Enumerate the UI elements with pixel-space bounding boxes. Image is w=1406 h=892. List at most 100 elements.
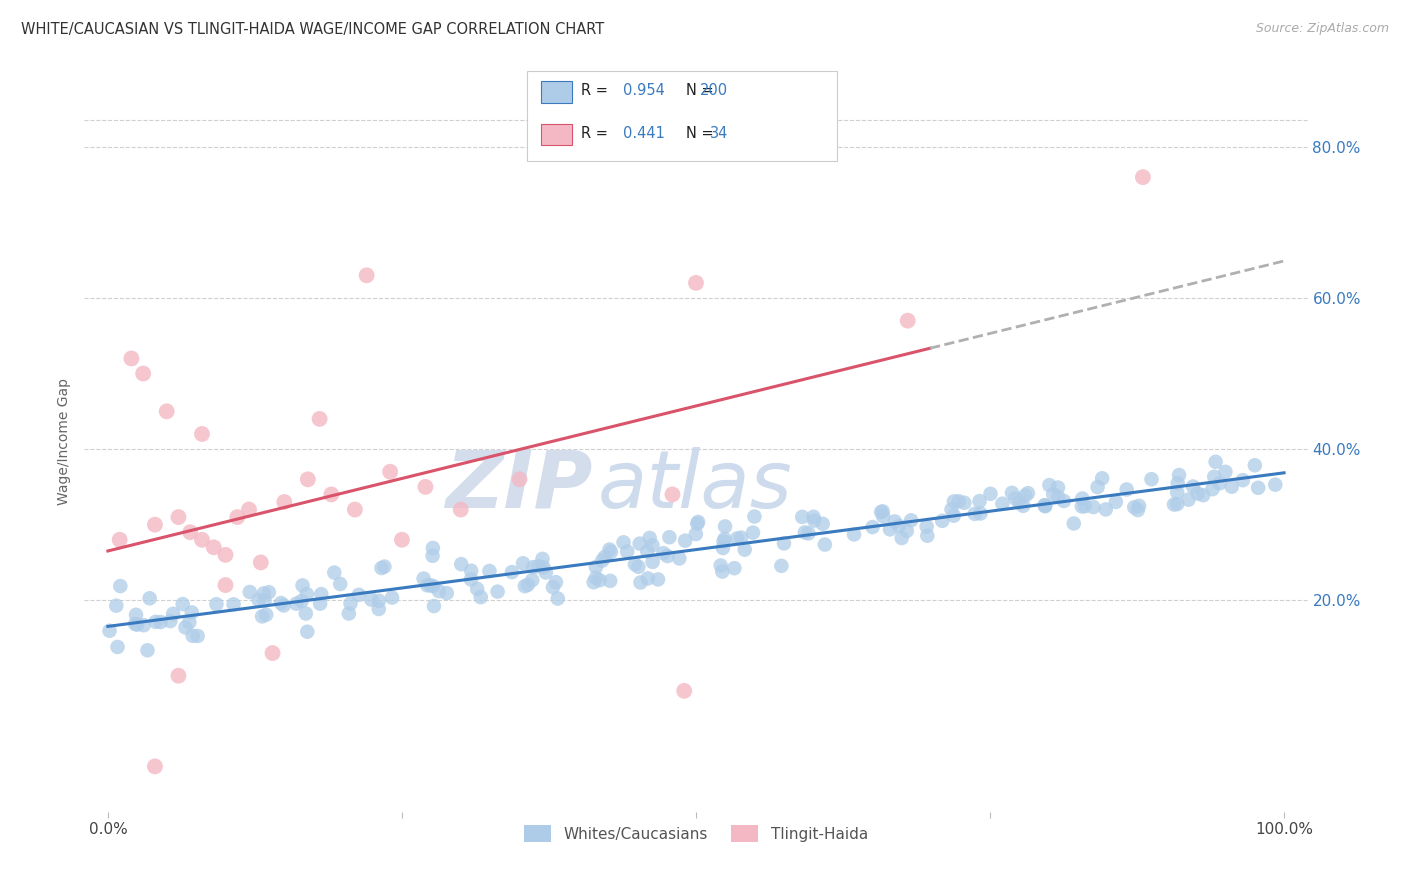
Point bbox=[422, 549, 444, 563]
Point bbox=[174, 620, 197, 634]
Point bbox=[661, 487, 683, 501]
Point bbox=[460, 564, 482, 578]
Point bbox=[512, 557, 534, 571]
Point bbox=[598, 542, 620, 557]
Point bbox=[725, 532, 748, 546]
Point bbox=[770, 558, 793, 573]
Text: ZIP: ZIP bbox=[444, 447, 592, 525]
Point bbox=[412, 572, 434, 586]
Point bbox=[969, 507, 991, 521]
Point bbox=[641, 538, 664, 552]
Point bbox=[685, 527, 707, 541]
Point bbox=[657, 549, 679, 563]
Point bbox=[1047, 481, 1070, 495]
Point bbox=[159, 614, 181, 628]
Point bbox=[811, 516, 834, 531]
Point bbox=[179, 615, 201, 630]
Point bbox=[685, 276, 707, 290]
Point bbox=[356, 268, 378, 283]
Point bbox=[963, 507, 986, 521]
Point bbox=[339, 597, 361, 611]
Point bbox=[450, 502, 472, 516]
Point bbox=[588, 573, 610, 587]
Point bbox=[897, 313, 920, 327]
Point bbox=[991, 497, 1014, 511]
Point bbox=[124, 617, 146, 632]
Point bbox=[516, 578, 538, 592]
Point bbox=[291, 594, 314, 608]
Point bbox=[214, 548, 236, 562]
Point bbox=[942, 508, 965, 523]
Point bbox=[599, 574, 621, 588]
Point bbox=[730, 531, 752, 545]
Point bbox=[1017, 486, 1039, 500]
Point bbox=[547, 591, 569, 606]
Point bbox=[1205, 455, 1227, 469]
Point bbox=[744, 509, 766, 524]
Point bbox=[1208, 476, 1230, 491]
Point bbox=[253, 594, 276, 608]
Point bbox=[792, 509, 814, 524]
Point bbox=[814, 538, 837, 552]
Point bbox=[509, 472, 531, 486]
Text: WHITE/CAUCASIAN VS TLINGIT-HAIDA WAGE/INCOME GAP CORRELATION CHART: WHITE/CAUCASIAN VS TLINGIT-HAIDA WAGE/IN… bbox=[21, 22, 605, 37]
Point bbox=[329, 577, 352, 591]
Point bbox=[1177, 492, 1199, 507]
Point bbox=[638, 531, 661, 545]
Point bbox=[367, 602, 389, 616]
Point bbox=[1094, 502, 1116, 516]
Point bbox=[381, 591, 404, 605]
Point bbox=[238, 502, 260, 516]
Point bbox=[803, 509, 825, 524]
Point bbox=[419, 578, 441, 592]
Point bbox=[1264, 477, 1286, 491]
Point bbox=[585, 560, 607, 574]
Point bbox=[541, 580, 564, 594]
Point bbox=[593, 550, 616, 565]
Point bbox=[254, 607, 277, 622]
Point bbox=[1038, 478, 1060, 492]
Point bbox=[250, 609, 273, 624]
Point bbox=[347, 588, 370, 602]
Point bbox=[120, 351, 142, 366]
Point bbox=[628, 536, 651, 550]
Point bbox=[270, 596, 292, 610]
Point bbox=[917, 529, 939, 543]
Point bbox=[531, 552, 554, 566]
Point bbox=[180, 606, 202, 620]
Point bbox=[460, 573, 482, 587]
Point bbox=[427, 584, 450, 599]
Point bbox=[343, 502, 366, 516]
Point bbox=[900, 513, 922, 527]
Point bbox=[527, 559, 550, 574]
Point bbox=[637, 571, 659, 585]
Point bbox=[1012, 499, 1035, 513]
Point bbox=[179, 525, 201, 540]
Point bbox=[143, 517, 166, 532]
Point bbox=[373, 559, 395, 574]
Point bbox=[1008, 496, 1031, 510]
Point bbox=[1182, 479, 1205, 493]
Point bbox=[686, 516, 709, 531]
Point bbox=[713, 534, 735, 549]
Point bbox=[181, 629, 204, 643]
Point bbox=[291, 578, 314, 592]
Point bbox=[1123, 500, 1146, 515]
Point bbox=[450, 557, 472, 571]
Point bbox=[145, 615, 167, 629]
Point bbox=[942, 494, 965, 508]
Point bbox=[688, 515, 710, 529]
Point bbox=[1070, 500, 1092, 514]
Point bbox=[297, 472, 319, 486]
Point bbox=[1047, 490, 1070, 504]
Point bbox=[1033, 500, 1056, 514]
Point bbox=[107, 640, 129, 654]
Point bbox=[714, 519, 737, 533]
Point bbox=[1187, 486, 1209, 500]
Point bbox=[872, 509, 894, 524]
Point bbox=[1140, 472, 1163, 486]
Point bbox=[887, 519, 910, 533]
Point bbox=[742, 525, 765, 540]
Point bbox=[285, 597, 308, 611]
Point bbox=[1126, 503, 1149, 517]
